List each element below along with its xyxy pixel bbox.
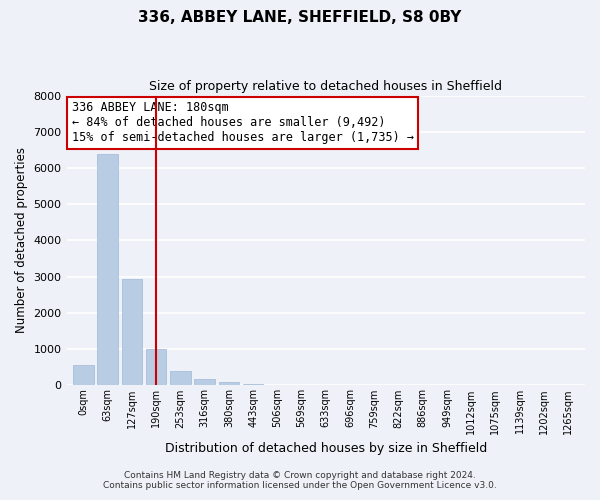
- Bar: [170, 372, 191, 386]
- Y-axis label: Number of detached properties: Number of detached properties: [15, 148, 28, 334]
- Title: Size of property relative to detached houses in Sheffield: Size of property relative to detached ho…: [149, 80, 502, 93]
- Bar: [73, 365, 94, 386]
- Bar: [194, 378, 215, 386]
- Text: Contains HM Land Registry data © Crown copyright and database right 2024.
Contai: Contains HM Land Registry data © Crown c…: [103, 470, 497, 490]
- Bar: [218, 382, 239, 386]
- X-axis label: Distribution of detached houses by size in Sheffield: Distribution of detached houses by size …: [164, 442, 487, 455]
- Text: 336 ABBEY LANE: 180sqm
← 84% of detached houses are smaller (9,492)
15% of semi-: 336 ABBEY LANE: 180sqm ← 84% of detached…: [72, 102, 414, 144]
- Bar: [146, 349, 166, 386]
- Bar: [97, 154, 118, 386]
- Text: 336, ABBEY LANE, SHEFFIELD, S8 0BY: 336, ABBEY LANE, SHEFFIELD, S8 0BY: [139, 10, 461, 25]
- Bar: [243, 384, 263, 386]
- Bar: [122, 278, 142, 386]
